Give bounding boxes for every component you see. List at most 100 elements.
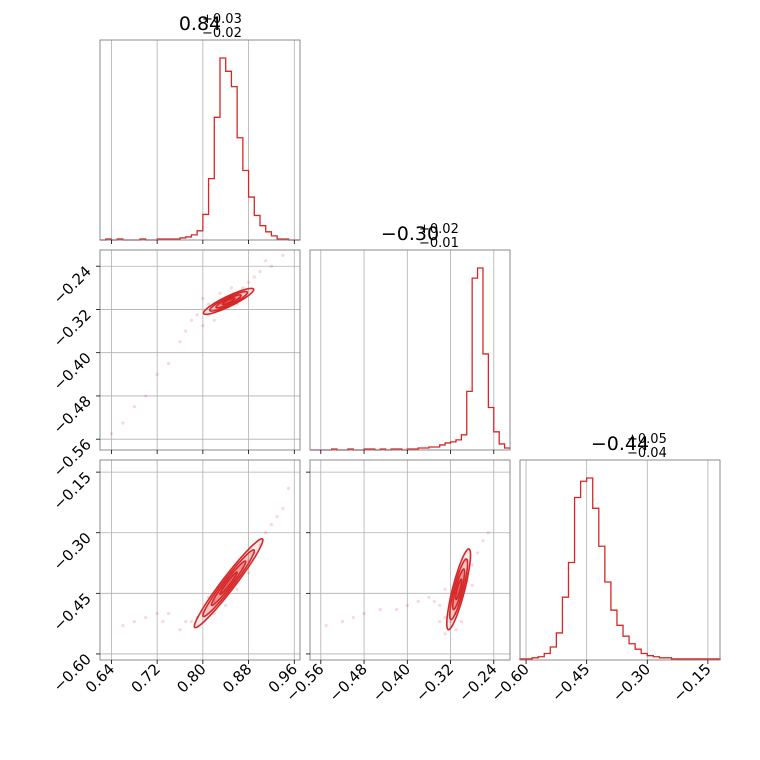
x-tick-label: 0.88 — [219, 660, 255, 696]
sample-point — [246, 571, 251, 575]
sample-point — [269, 264, 274, 268]
sample-point — [184, 329, 188, 333]
sample-point — [269, 523, 274, 527]
title-param1: 0.84 — [179, 13, 221, 35]
x-tick-label: 0.72 — [128, 660, 164, 696]
sample-point — [470, 583, 474, 587]
title-param2: −0.30 — [381, 223, 439, 245]
title-param2-plus: +0.02 — [419, 222, 459, 237]
density-contour — [221, 297, 236, 306]
x-tick-label: −0.45 — [548, 660, 593, 705]
sample-point — [201, 324, 205, 328]
sample-point — [155, 611, 159, 616]
sample-point — [281, 253, 285, 258]
axes-frame — [99, 459, 301, 661]
histogram-param2 — [310, 267, 511, 451]
ticks: 0.64 0.72 0.80 0.88 0.96−0.60−0.45−0.30−0.15 — [50, 468, 302, 696]
axes-frame — [99, 39, 301, 241]
x-ticks — [320, 450, 495, 454]
density-contour — [454, 578, 463, 601]
sample-point — [264, 259, 268, 263]
x-ticks — [111, 240, 295, 244]
sample-point — [241, 286, 245, 290]
ticks: −0.56−0.48−0.40−0.32−0.24 — [50, 262, 295, 481]
sample-point — [212, 318, 216, 322]
title-param3: −0.44 — [591, 433, 649, 455]
gridlines — [111, 40, 295, 240]
sample-point — [252, 275, 256, 279]
y-tick-label: −0.45 — [50, 589, 95, 634]
title-param3-minus: −0.04 — [627, 446, 667, 461]
sample-point — [378, 607, 382, 612]
sample-point — [178, 628, 182, 632]
gridlines — [100, 250, 300, 450]
ticks: −0.56−0.48−0.40−0.32−0.24 — [282, 471, 501, 705]
gridlines — [525, 460, 709, 660]
sample-point — [189, 620, 194, 624]
sample-point — [189, 318, 194, 322]
sample-point — [206, 302, 211, 306]
sample-point — [132, 620, 136, 624]
axes-frame — [309, 459, 511, 661]
sample-point — [448, 620, 453, 624]
sample-point — [195, 313, 199, 317]
density-contour — [208, 290, 249, 312]
y-tick-label: −0.30 — [50, 529, 95, 574]
sample-point — [144, 394, 148, 398]
sample-point — [443, 587, 447, 591]
histogram-param1 — [100, 57, 300, 241]
density-contour — [202, 549, 256, 618]
axes-frame — [519, 459, 721, 661]
density-contours — [193, 537, 264, 629]
density-contour — [219, 571, 238, 596]
sample-point — [144, 615, 148, 620]
sample-point — [161, 620, 165, 624]
sample-point — [229, 286, 234, 290]
gridlines — [310, 460, 510, 660]
sample-point — [201, 297, 205, 301]
sample-cloud — [109, 253, 285, 436]
scatter-param2-vs-param1-panel: −0.56−0.48−0.40−0.32−0.24 — [50, 249, 301, 481]
sample-point — [264, 531, 268, 535]
x-tick-label: −0.30 — [609, 660, 654, 705]
title-param3-plus: +0.05 — [627, 432, 667, 447]
y-tick-label: −0.32 — [50, 306, 95, 351]
sample-point — [166, 611, 171, 616]
x-tick-label: −0.15 — [669, 660, 714, 705]
sample-point — [246, 280, 251, 285]
sample-point — [166, 361, 171, 366]
x-tick-label: 0.80 — [173, 660, 209, 696]
density-contours — [202, 287, 255, 316]
sample-point — [443, 615, 447, 620]
title-param2-minus: −0.01 — [419, 236, 459, 251]
y-tick-label: −0.56 — [50, 435, 95, 480]
sample-point — [405, 603, 409, 608]
sample-point — [416, 599, 420, 604]
x-tick-label: −0.48 — [326, 660, 371, 705]
sample-point — [275, 514, 279, 519]
sample-point — [218, 291, 222, 295]
gridlines — [320, 250, 495, 450]
title-param1-plus: +0.03 — [202, 12, 242, 27]
density-contour — [448, 558, 469, 621]
sample-point — [486, 531, 490, 535]
sample-point — [121, 624, 125, 628]
y-tick-label: −0.24 — [50, 262, 95, 307]
x-ticks: −0.60 −0.45 −0.30 −0.15 — [488, 660, 715, 705]
y-tick-label: −0.48 — [50, 392, 95, 437]
sample-point — [178, 340, 182, 344]
x-tick-label: −0.40 — [369, 660, 414, 705]
sample-point — [351, 615, 355, 620]
sample-point — [286, 486, 291, 490]
scatter-param3-vs-param1-panel: 0.64 0.72 0.80 0.88 0.96−0.60−0.45−0.30−0.15 — [50, 459, 302, 696]
sample-point — [258, 270, 262, 274]
density-contours — [445, 548, 472, 631]
sample-point — [281, 506, 285, 511]
x-tick-label: −0.32 — [412, 660, 457, 705]
sample-point — [481, 539, 485, 543]
axes-frame — [309, 249, 511, 451]
histogram-param2-panel — [309, 249, 511, 454]
sample-point — [438, 603, 442, 608]
sample-point — [459, 620, 463, 624]
sample-point — [184, 620, 188, 624]
